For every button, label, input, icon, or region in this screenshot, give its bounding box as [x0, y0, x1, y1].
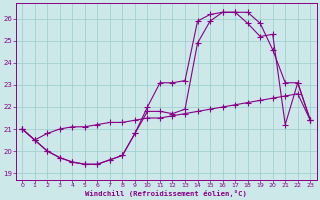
X-axis label: Windchill (Refroidissement éolien,°C): Windchill (Refroidissement éolien,°C) — [85, 190, 247, 197]
